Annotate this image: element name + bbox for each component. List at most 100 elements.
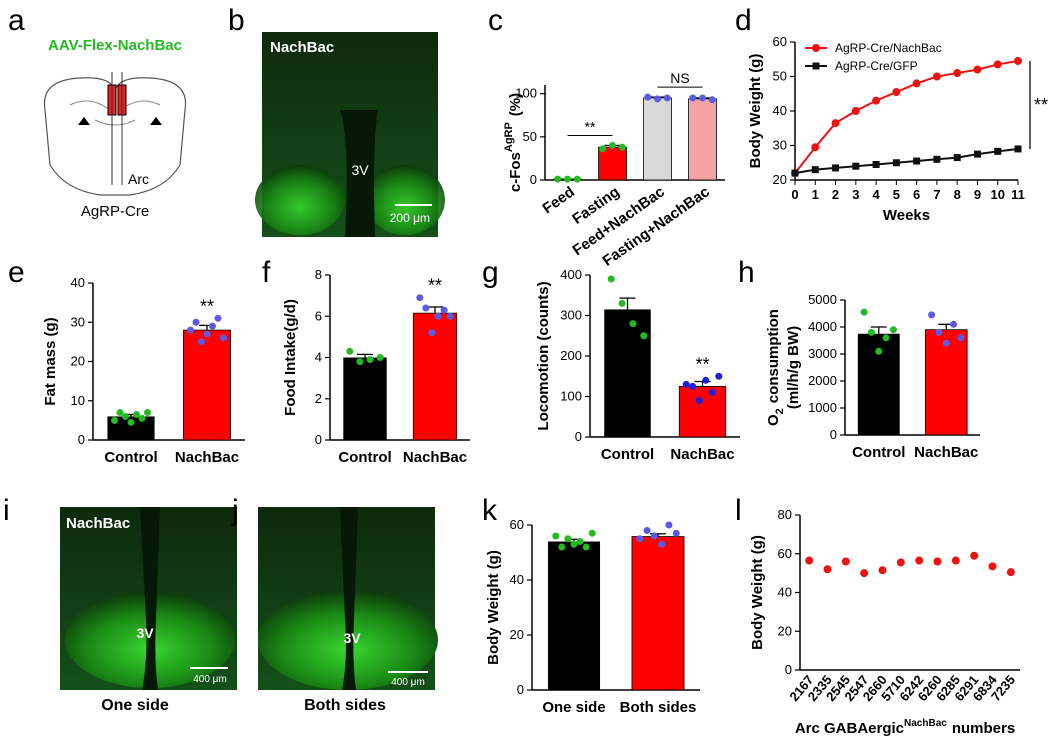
data-point	[138, 414, 146, 422]
data-point	[599, 145, 607, 153]
x-tick-label: NachBac	[403, 449, 467, 466]
data-point	[896, 558, 905, 567]
data-point	[695, 397, 703, 405]
y-tick-label: 20	[773, 172, 787, 187]
data-point	[203, 330, 211, 338]
marker	[994, 147, 1002, 155]
y-tick-label: 30	[71, 314, 85, 329]
marker	[892, 159, 900, 167]
marker	[953, 154, 961, 162]
y-tick-label: 40	[773, 103, 787, 118]
panel-i: i NachBac 3V 400 μm One side	[3, 494, 237, 714]
image-caption: Both sides	[304, 697, 386, 714]
marker	[953, 69, 962, 78]
x-label-end: numbers	[952, 720, 1015, 737]
data-point	[702, 376, 710, 384]
data-point	[122, 412, 130, 420]
image-label: NachBac	[66, 515, 130, 532]
panel-letter: h	[738, 256, 755, 289]
data-point	[970, 551, 979, 560]
data-point	[878, 566, 887, 575]
marker	[973, 65, 982, 74]
data-point	[111, 416, 119, 424]
data-point	[116, 409, 124, 417]
bar	[678, 385, 727, 438]
data-point	[805, 556, 814, 565]
data-point	[650, 532, 658, 540]
data-point	[957, 334, 965, 342]
y-tick-label: 200	[560, 348, 582, 363]
panel-letter: a	[8, 4, 25, 37]
panel-letter: i	[3, 494, 10, 527]
data-point	[198, 338, 206, 346]
bar	[643, 97, 672, 181]
annotation: **	[200, 296, 214, 316]
x-label-text: Arc GABAergic	[795, 720, 904, 737]
annotation: **	[428, 276, 442, 296]
data-point	[644, 93, 652, 101]
data-point	[889, 326, 897, 334]
data-point	[588, 529, 596, 537]
panel-letter: e	[8, 256, 25, 289]
panel-letter: j	[231, 494, 239, 527]
y-tick-label: 0	[830, 427, 837, 442]
x-tick-label: 10	[990, 187, 1004, 202]
legend-marker	[812, 62, 820, 70]
bar	[688, 98, 717, 181]
annotation: **	[1034, 95, 1048, 115]
legend-marker	[812, 44, 820, 52]
x-tick-label: NachBac	[670, 446, 734, 463]
panel-a: a AAV-Flex-NachBac Arc AgRP-Cre	[8, 4, 187, 220]
legend-label: AgRP-Cre/GFP	[835, 59, 918, 73]
ventricle	[340, 507, 358, 690]
scale-label: 200 μm	[390, 211, 430, 225]
y-axis-label: Body Weight (g)	[747, 54, 764, 169]
y-tick-label: 4000	[808, 319, 837, 334]
data-point	[132, 410, 140, 418]
x-tick-label: 5	[893, 187, 900, 202]
data-point	[708, 388, 716, 396]
brain-outline	[43, 77, 187, 196]
data-point	[582, 543, 590, 551]
marker	[811, 166, 819, 174]
y-tick-label: 60	[773, 34, 787, 49]
panel-letter: f	[262, 256, 271, 289]
data-point	[434, 312, 442, 320]
panel-letter: d	[735, 4, 752, 37]
y-tick-label: 3000	[808, 346, 837, 361]
y-tick-label: 2	[315, 391, 322, 406]
marker	[832, 164, 840, 172]
data-point	[689, 382, 697, 390]
data-point	[699, 94, 706, 102]
data-point	[564, 535, 572, 543]
y-tick-label: 6	[315, 308, 322, 323]
data-point	[882, 334, 890, 342]
data-point	[841, 557, 850, 566]
data-point	[665, 521, 673, 529]
marker	[831, 119, 840, 128]
y-tick-label: 40	[71, 275, 85, 290]
data-point	[654, 95, 661, 103]
data-point	[643, 527, 651, 534]
data-point	[356, 358, 364, 366]
bar	[598, 146, 627, 181]
y-label-unit: (%)	[507, 93, 524, 116]
y-tick-label: 0	[785, 662, 792, 677]
x-tick-label: 7	[933, 187, 940, 202]
x-tick-label: NachBac	[914, 444, 978, 461]
y-tick-label: 5000	[808, 292, 837, 307]
y-tick-label: 0	[530, 172, 537, 187]
data-point	[915, 556, 924, 565]
y-tick-label: 50	[523, 129, 537, 144]
region-label: Arc	[128, 171, 149, 187]
y-axis-label: c-FosAgRP (%)	[503, 93, 524, 192]
data-point	[552, 532, 560, 540]
y-label-text: O	[765, 414, 782, 426]
panel-letter: g	[482, 256, 499, 289]
panel-b: b NachBac 3V 200 μm	[228, 4, 445, 237]
y-axis-label-unit: (ml/h/g BW)	[785, 326, 802, 409]
y-label-end: consumption	[765, 309, 782, 403]
data-point	[658, 540, 666, 548]
data-point	[928, 311, 936, 319]
y-tick-label: 50	[773, 69, 787, 84]
